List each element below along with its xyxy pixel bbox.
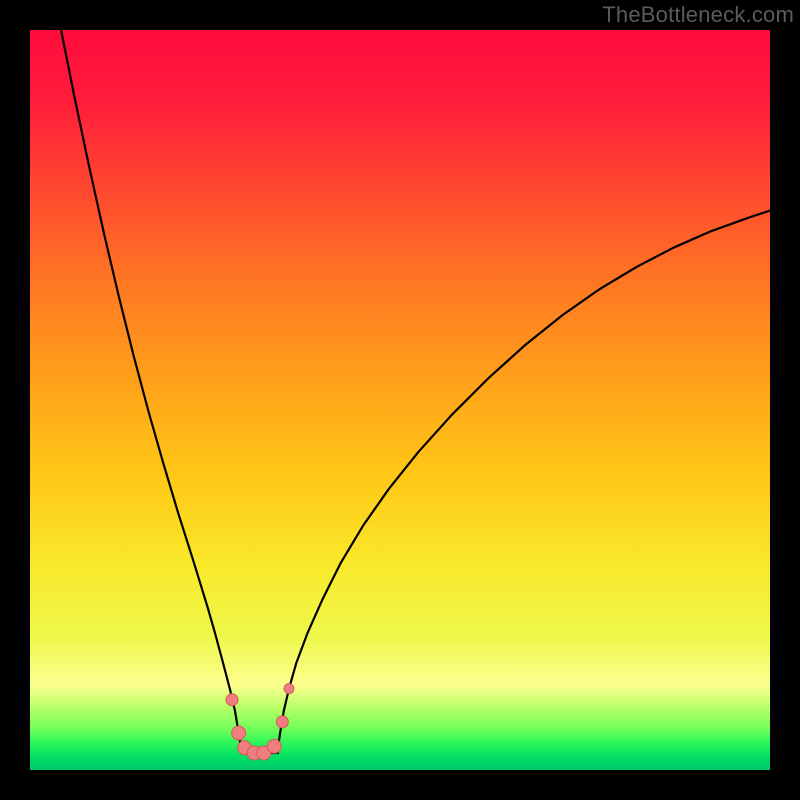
marker-point — [226, 694, 238, 706]
marker-point — [276, 716, 288, 728]
figure-root: TheBottleneck.com — [0, 0, 800, 800]
plot-background — [30, 30, 770, 770]
marker-point — [232, 726, 246, 740]
chart-svg — [30, 30, 770, 770]
marker-point — [284, 684, 294, 694]
watermark-text: TheBottleneck.com — [602, 2, 794, 28]
plot-area — [30, 30, 770, 770]
marker-point — [267, 739, 281, 753]
